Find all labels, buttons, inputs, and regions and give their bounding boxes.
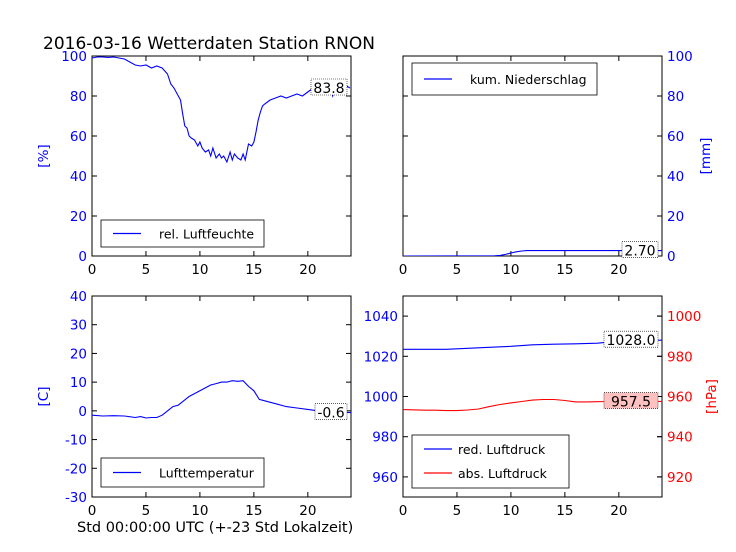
x-tick-label: 0	[399, 503, 408, 519]
y-tick-label: 40	[70, 289, 87, 305]
y-tick-label: 960	[372, 470, 398, 486]
x-tick-label: 20	[299, 503, 316, 519]
y-right-axis-label: [hPa]	[704, 379, 720, 414]
figure-xlabel: Std 00:00:00 UTC (+-23 Std Lokalzeit)	[77, 520, 353, 536]
y-tick-label: -10	[65, 433, 87, 449]
x-tick-label: 0	[399, 262, 408, 278]
last-value-box	[603, 392, 659, 409]
last-value-box	[621, 241, 659, 258]
legend-label: Lufttemperatur	[159, 466, 255, 481]
legend-label: kum. Niederschlag	[470, 72, 587, 87]
y-tick-label: 60	[70, 129, 87, 145]
x-tick-label: 15	[245, 262, 262, 278]
x-tick-label: 20	[299, 262, 316, 278]
legend-label: red. Luftdruck	[458, 442, 546, 457]
y-tick-label: 40	[70, 169, 87, 185]
y-tick-label: 80	[70, 89, 87, 105]
y-tick-label: -20	[65, 461, 87, 477]
figure-title: 2016-03-16 Wetterdaten Station RNON	[43, 34, 375, 54]
last-value-box	[314, 403, 348, 420]
x-tick-label: 15	[245, 503, 262, 519]
last-value-box	[310, 78, 348, 96]
last-value-label: 83.8	[313, 81, 344, 97]
y-tick-label: 0	[667, 249, 676, 265]
y-tick-label: 30	[70, 318, 87, 334]
y-right-tick-label: 960	[667, 390, 693, 406]
x-tick-label: 5	[453, 262, 462, 278]
y-tick-label: 80	[667, 89, 684, 105]
x-tick-label: 10	[191, 262, 208, 278]
y-tick-label: 980	[372, 430, 398, 446]
y-tick-label: 1020	[364, 349, 398, 365]
y-tick-label: 10	[70, 375, 87, 391]
x-tick-label: 5	[453, 503, 462, 519]
x-tick-label: 20	[610, 262, 627, 278]
y-tick-label: -30	[65, 490, 87, 506]
series-line-1	[92, 56, 351, 164]
y-tick-label: 100	[667, 49, 693, 65]
y-right-tick-label: 1000	[667, 309, 701, 325]
y-axis-label: [%]	[36, 144, 52, 167]
y-tick-label: 1040	[364, 309, 398, 325]
y-tick-label: 20	[667, 209, 684, 225]
panel-pressure: 0 5 10 15 20 960 980 1000 1020 1040 920 940 960 980 10…	[364, 295, 720, 519]
x-tick-label: 20	[610, 503, 627, 519]
x-tick-label: 5	[142, 503, 151, 519]
y-tick-label: 0	[78, 249, 87, 265]
plot-frame	[91, 295, 352, 498]
y-right-tick-label: 920	[667, 470, 693, 486]
series-line-1	[403, 250, 662, 256]
last-value-label: -0.6	[317, 406, 344, 422]
y-axis-label: [mm]	[698, 138, 714, 175]
y-tick-label: 60	[667, 129, 684, 145]
legend-label: abs. Luftdruck	[458, 466, 548, 481]
panel-temperature: 0 5 10 15 20 -30 -20 -10 0 10 20 30 40 [C] -0.6 Lufttem…	[36, 289, 352, 519]
legend-box	[411, 434, 570, 489]
last-value-label: 2.70	[624, 244, 655, 260]
x-tick-label: 10	[502, 503, 519, 519]
last-value-label: 957.5	[611, 395, 651, 411]
y-right-tick-label: 940	[667, 430, 693, 446]
y-tick-label: 100	[61, 49, 87, 65]
plot-frame	[91, 55, 352, 257]
x-tick-label: 15	[556, 503, 573, 519]
panel-precipitation: 0 5 10 15 20 0 20 40 60 80 100 [mm] 2.70 kum. Nieders…	[399, 49, 714, 278]
x-tick-label: 10	[191, 503, 208, 519]
y-tick-label: 0	[78, 404, 87, 420]
panel-humidity: 0 5 10 15 20 0 20 40 60 80 100 [%] 83.8 rel. Luftfeuc…	[36, 49, 352, 278]
last-value-label: 1028.0	[607, 333, 656, 349]
legend-label: rel. Luftfeuchte	[159, 227, 254, 242]
x-tick-label: 5	[142, 262, 151, 278]
x-tick-label: 0	[88, 262, 97, 278]
x-tick-label: 15	[556, 262, 573, 278]
series-line-1	[92, 380, 351, 419]
y-axis-label: [C]	[36, 387, 52, 407]
last-value-box	[603, 330, 659, 348]
y-tick-label: 20	[70, 346, 87, 362]
y-tick-label: 40	[667, 169, 684, 185]
y-right-tick-label: 980	[667, 349, 693, 365]
plot-frame	[402, 55, 663, 257]
y-tick-label: 20	[70, 209, 87, 225]
x-tick-label: 10	[502, 262, 519, 278]
y-tick-label: 1000	[364, 390, 398, 406]
x-tick-label: 0	[88, 503, 97, 519]
